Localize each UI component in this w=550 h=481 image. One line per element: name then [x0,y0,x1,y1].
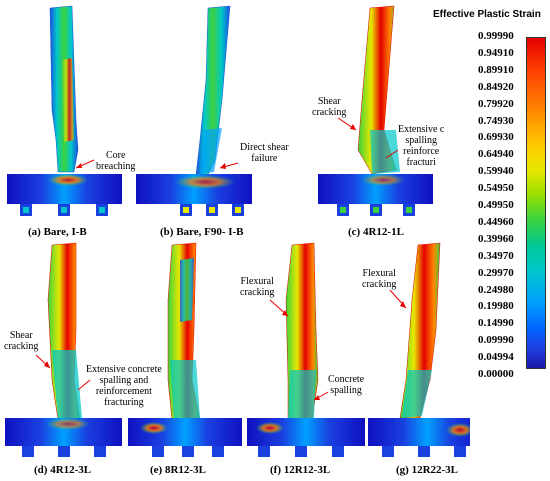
legend-tick-label: 0.34970 [478,249,514,262]
panel-a-graphic [7,5,122,216]
legend-color-bar [526,37,546,369]
panel-f-graphic [247,242,365,457]
caption-b: (b) Bare, F90- I-B [160,226,244,238]
legend-tick-label: 0.64940 [478,148,514,161]
panel-d-graphic [5,242,122,457]
legend-tick-label: 0.69930 [478,131,514,144]
caption-c: (c) 4R12-1L [348,226,404,238]
legend-tick-label: 0.04994 [478,351,514,364]
panel-g-annotation-flexural-cracking: Flexural cracking [362,268,397,290]
panel-c-annotation-extensive-spalling: Extensive c spalling reinforce fracturi [398,124,445,168]
legend-tick-label: 0.94910 [478,46,514,59]
legend-tick-label: 0.54950 [478,182,514,195]
panel-f-annotation-concrete-spalling: Concrete spalling [328,374,365,396]
legend-tick-label: 0.99990 [478,30,514,42]
legend-tick-label: 0.19980 [478,300,514,313]
legend-tick-label: 0.89910 [478,63,514,76]
legend-tick-label: 0.29970 [478,266,514,279]
panel-c-graphic [318,5,433,216]
legend-tick-label: 0.09990 [478,334,514,347]
legend-tick-label: 0.74930 [478,114,514,127]
caption-a: (a) Bare, I-B [28,226,87,238]
legend-tick-label: 0.79920 [478,97,514,110]
caption-d: (d) 4R12-3L [34,464,92,476]
panel-d-annotation-extensive-spalling: Extensive concrete spalling and reinforcem… [86,364,162,408]
panel-f-annotation-flexural-cracking: Flexural cracking [240,276,275,298]
panel-b-annotation-direct-shear: Direct shear failure [240,142,289,164]
legend-title: Effective Plastic Strain [433,9,541,20]
legend-tick-label: 0.44960 [478,215,514,228]
panel-a-annotation-core-breaching: Core breaching [96,150,136,172]
legend-tick-label: 0.39960 [478,232,514,245]
panel-c-annotation-shear-cracking: Shear cracking [312,96,347,118]
legend-tick-label: 0.00000 [478,368,514,380]
panel-e-graphic [128,242,242,457]
panel-b-graphic [136,5,252,216]
legend-tick-label: 0.84920 [478,80,514,93]
caption-e: (e) 8R12-3L [150,464,206,476]
figure-graphics [5,5,470,457]
caption-g: (g) 12R22-3L [396,464,459,476]
caption-f: (f) 12R12-3L [270,464,331,476]
panel-d-annotation-shear-cracking: Shear cracking [4,330,39,352]
legend-tick-label: 0.59940 [478,165,514,178]
legend-tick-label: 0.14990 [478,317,514,330]
panel-g-graphic [368,242,470,457]
legend-tick-label: 0.49950 [478,199,514,211]
legend-tick-label: 0.24980 [478,283,514,296]
